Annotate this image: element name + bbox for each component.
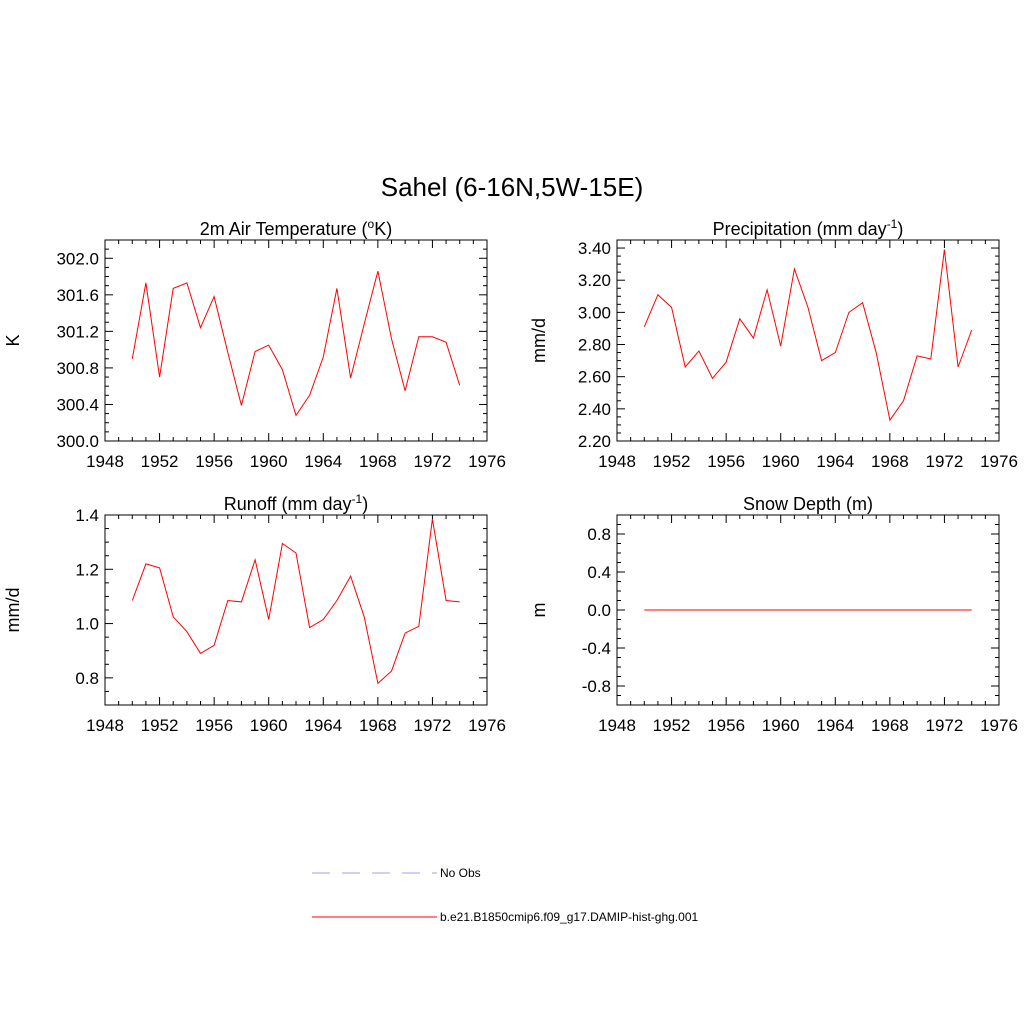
snow-depth-xtick-label: 1964 (816, 716, 854, 735)
legend: No Obs b.e21.B1850cmip6.f09_g17.DAMIP-hi… (312, 866, 698, 924)
runoff-xtick-label: 1948 (86, 716, 124, 735)
snow-depth-ytick-label: 0.4 (587, 563, 611, 582)
snow-depth-xtick-label: 1956 (707, 716, 745, 735)
runoff-ytick-label: 0.8 (75, 669, 99, 688)
snow-depth-xtick-label: 1976 (980, 716, 1018, 735)
snow-depth-ytick-label: -0.4 (582, 639, 611, 658)
precipitation-ytick-label: 2.20 (578, 432, 611, 451)
air-temperature-ytick-label: 302.0 (56, 249, 99, 268)
air-temperature-panel: 1948 1952 1956 1960 1964 1968 1972 1976 300.0 300… (3, 217, 506, 471)
air-temperature-ytick-label: 300.0 (56, 432, 99, 451)
air-temperature-xtick-label: 1956 (195, 452, 233, 471)
precipitation-xtick-label: 1952 (653, 452, 691, 471)
runoff-xtick-label: 1968 (359, 716, 397, 735)
precipitation-ytick-label: 3.40 (578, 239, 611, 258)
runoff-xtick-label: 1952 (141, 716, 179, 735)
snow-depth-xtick-label: 1948 (598, 716, 636, 735)
precipitation-xtick-label: 1972 (926, 452, 964, 471)
precipitation-xtick-label: 1968 (871, 452, 909, 471)
snow-depth-ytick-label: 0.0 (587, 601, 611, 620)
air-temperature-xtick-label: 1952 (141, 452, 179, 471)
precipitation-ytick-label: 3.00 (578, 303, 611, 322)
snow-depth-xtick-label: 1960 (762, 716, 800, 735)
precipitation-ytick-label: 3.20 (578, 271, 611, 290)
runoff-title: Runoff (mm day-1) (224, 492, 368, 514)
air-temperature-plot-frame (104, 239, 488, 442)
precipitation-xtick-label: 1956 (707, 452, 745, 471)
air-temperature-ytick-label: 301.2 (56, 322, 99, 341)
air-temperature-xtick-label: 1972 (414, 452, 452, 471)
runoff-xtick-label: 1964 (304, 716, 342, 735)
precipitation-ytick-label: 2.40 (578, 400, 611, 419)
runoff-ytick-label: 1.2 (75, 560, 99, 579)
snow-depth-xtick-label: 1972 (926, 716, 964, 735)
precipitation-panel: 1948 1952 1956 1960 1964 1968 1972 1976 2.20 2.40… (529, 217, 1018, 471)
snow-depth-xtick-label: 1968 (871, 716, 909, 735)
air-temperature-xtick-label: 1964 (304, 452, 342, 471)
precipitation-xtick-label: 1948 (598, 452, 636, 471)
legend-label-no-obs: No Obs (440, 866, 481, 880)
legend-label-model: b.e21.B1850cmip6.f09_g17.DAMIP-hist-ghg.… (440, 910, 698, 924)
snow-depth-xtick-label: 1952 (653, 716, 691, 735)
air-temperature-xtick-label: 1968 (359, 452, 397, 471)
snow-depth-ytick-label: 0.8 (587, 525, 611, 544)
snow-depth-title: Snow Depth (m) (743, 494, 873, 514)
runoff-ytick-label: 1.4 (75, 506, 99, 525)
precipitation-ytick-label: 2.80 (578, 336, 611, 355)
runoff-xtick-label: 1976 (468, 716, 506, 735)
air-temperature-xtick-label: 1976 (468, 452, 506, 471)
runoff-ytick-label: 1.0 (75, 615, 99, 634)
runoff-ylabel: mm/d (3, 588, 23, 633)
precipitation-xtick-label: 1964 (816, 452, 854, 471)
air-temperature-ylabel: K (3, 334, 23, 346)
air-temperature-ytick-label: 300.4 (56, 395, 99, 414)
runoff-xtick-label: 1972 (414, 716, 452, 735)
snow-depth-ylabel: m (529, 603, 549, 618)
air-temperature-series-line (131, 270, 461, 417)
runoff-xtick-label: 1956 (195, 716, 233, 735)
air-temperature-title: 2m Air Temperature (oK) (200, 217, 392, 239)
main-title: Sahel (6-16N,5W-15E) (381, 172, 644, 202)
air-temperature-ytick-label: 301.6 (56, 286, 99, 305)
air-temperature-xtick-label: 1960 (250, 452, 288, 471)
precipitation-xtick-label: 1976 (980, 452, 1018, 471)
precipitation-ylabel: mm/d (529, 318, 549, 363)
snow-depth-panel: 1948 1952 1956 1960 1964 1968 1972 1976 -0.8 -0.4… (529, 494, 1018, 735)
precipitation-xtick-label: 1960 (762, 452, 800, 471)
runoff-xtick-label: 1960 (250, 716, 288, 735)
air-temperature-ytick-label: 300.8 (56, 359, 99, 378)
snow-depth-ytick-label: -0.8 (582, 677, 611, 696)
precipitation-title: Precipitation (mm day-1) (713, 217, 904, 239)
runoff-series-line (131, 519, 460, 685)
precipitation-series-line (643, 249, 973, 422)
runoff-panel: 1948 1952 1956 1960 1964 1968 1972 1976 0.8 1.0 1.… (3, 492, 506, 735)
chart-panels: 1948 1952 1956 1960 1964 1968 1972 1976 300.0 300… (3, 217, 1018, 735)
precipitation-ytick-label: 2.60 (578, 368, 611, 387)
air-temperature-xtick-label: 1948 (86, 452, 124, 471)
